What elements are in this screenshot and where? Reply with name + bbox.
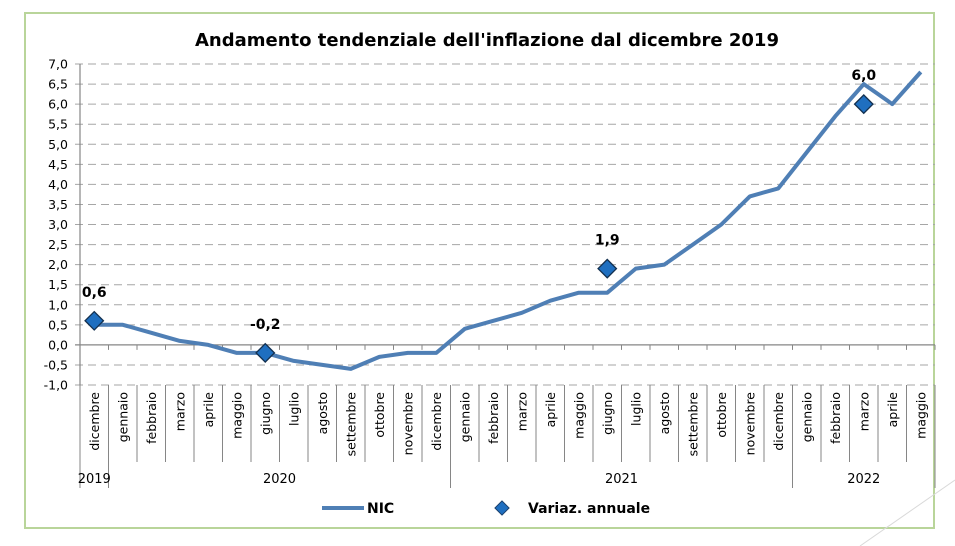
y-tick-label: 1,5 (48, 277, 68, 292)
legend: NIC Variaz. annuale (322, 500, 650, 517)
year-label: 2021 (605, 472, 638, 487)
variaz-marker (84, 310, 105, 331)
y-tick-label: 5,5 (48, 117, 68, 132)
y-tick-label: 4,5 (48, 157, 68, 172)
data-label: 6,0 (851, 68, 876, 84)
y-tick-label: 7,0 (48, 57, 68, 72)
x-tick-label: gennaio (457, 392, 472, 442)
nic-line (94, 70, 923, 371)
nic-point (377, 355, 381, 359)
x-tick-label: marzo (856, 392, 871, 431)
nic-point (890, 102, 894, 106)
x-tick-label: agosto (315, 392, 330, 434)
data-label: -0,2 (250, 317, 281, 333)
x-tick-label: febbraio (828, 392, 843, 444)
x-tick-label: dicembre (429, 392, 444, 451)
nic-point (434, 351, 438, 355)
x-tick-label: novembre (400, 392, 415, 456)
nic-point (662, 263, 666, 267)
y-tick-label: 3,5 (48, 197, 68, 212)
y-axis: 7,0 6,5 6,0 5,5 5,0 4,5 4,0 3,5 3,0 2,5 2,0 1,5 1,0 0… (44, 57, 81, 393)
nic-point (520, 311, 524, 315)
y-tick-label: 4,0 (48, 177, 68, 192)
year-label: 2019 (78, 472, 111, 487)
y-tick-label: 0,5 (48, 317, 68, 332)
y-tick-label: 2,0 (48, 257, 68, 272)
year-label: 2022 (847, 472, 880, 487)
x-tick-label: settembre (685, 392, 700, 457)
nic-point (491, 319, 495, 323)
x-tick-label: dicembre (87, 392, 102, 451)
y-tick-label: -1,0 (44, 378, 68, 393)
nic-point (776, 186, 780, 190)
x-tick-label: giugno (600, 392, 615, 435)
nic-point (919, 70, 923, 74)
variaz-marker (853, 94, 874, 115)
x-tick-label: febbraio (144, 392, 159, 444)
x-tick-label: marzo (172, 392, 187, 431)
y-tick-label: -0,5 (44, 357, 68, 372)
nic-point (833, 114, 837, 118)
nic-point (548, 299, 552, 303)
legend-variaz-swatch (494, 500, 510, 516)
y-tick-label: 3,0 (48, 217, 68, 232)
x-tick-label: gennaio (799, 392, 814, 442)
nic-point (149, 331, 153, 335)
nic-point (605, 291, 609, 295)
y-tick-label: 2,5 (48, 237, 68, 252)
y-tick-label: 6,5 (48, 77, 68, 92)
y-tick-label: 5,0 (48, 137, 68, 152)
nic-point (406, 351, 410, 355)
nic-point (634, 267, 638, 271)
x-tick-label: marzo (514, 392, 529, 431)
x-tick-label: aprile (543, 392, 558, 428)
x-tick-label: maggio (571, 392, 586, 439)
x-tick-label: settembre (343, 392, 358, 457)
nic-point (691, 243, 695, 247)
y-tick-label: 0,0 (48, 337, 68, 352)
x-tick-label: aprile (201, 392, 216, 428)
chart-title: Andamento tendenziale dell'inflazione da… (195, 30, 779, 51)
nic-point (463, 327, 467, 331)
legend-nic-label: NIC (367, 501, 394, 517)
x-tick-label: aprile (885, 392, 900, 428)
series-layer: 0,6 -0,2 1,9 6,0 (82, 68, 923, 371)
data-label: 0,6 (82, 285, 107, 301)
x-tick-label: maggio (229, 392, 244, 439)
nic-point (349, 367, 353, 371)
y-tick-label: 1,0 (48, 297, 68, 312)
nic-point (121, 323, 125, 327)
variaz-marker (597, 258, 618, 279)
nic-point (719, 223, 723, 227)
x-tick-label: ottobre (372, 392, 387, 438)
x-tick-label: luglio (286, 392, 301, 426)
nic-point (292, 359, 296, 363)
x-tick-label: ottobre (714, 392, 729, 438)
x-tick-label: maggio (913, 392, 928, 439)
x-tick-label: luglio (628, 392, 643, 426)
variaz-marker (255, 342, 276, 364)
nic-point (320, 363, 324, 367)
nic-point (748, 194, 752, 198)
data-label: 1,9 (595, 233, 620, 249)
gridlines (75, 63, 935, 386)
x-tick-label: giugno (258, 392, 273, 435)
x-tick-label: novembre (742, 392, 757, 456)
nic-point (805, 150, 809, 154)
x-axis: dicembre gennaio febbraio marzo aprile maggio… (78, 344, 936, 488)
nic-point (577, 291, 581, 295)
x-tick-label: febbraio (486, 392, 501, 444)
nic-point (178, 339, 182, 343)
x-tick-label: agosto (657, 392, 672, 434)
legend-variaz-label: Variaz. annuale (528, 501, 650, 517)
x-tick-label: gennaio (115, 392, 130, 442)
year-label: 2020 (263, 472, 296, 487)
x-tick-label: dicembre (771, 392, 786, 451)
nic-point (235, 351, 239, 355)
y-tick-label: 6,0 (48, 97, 68, 112)
nic-point (206, 343, 210, 347)
